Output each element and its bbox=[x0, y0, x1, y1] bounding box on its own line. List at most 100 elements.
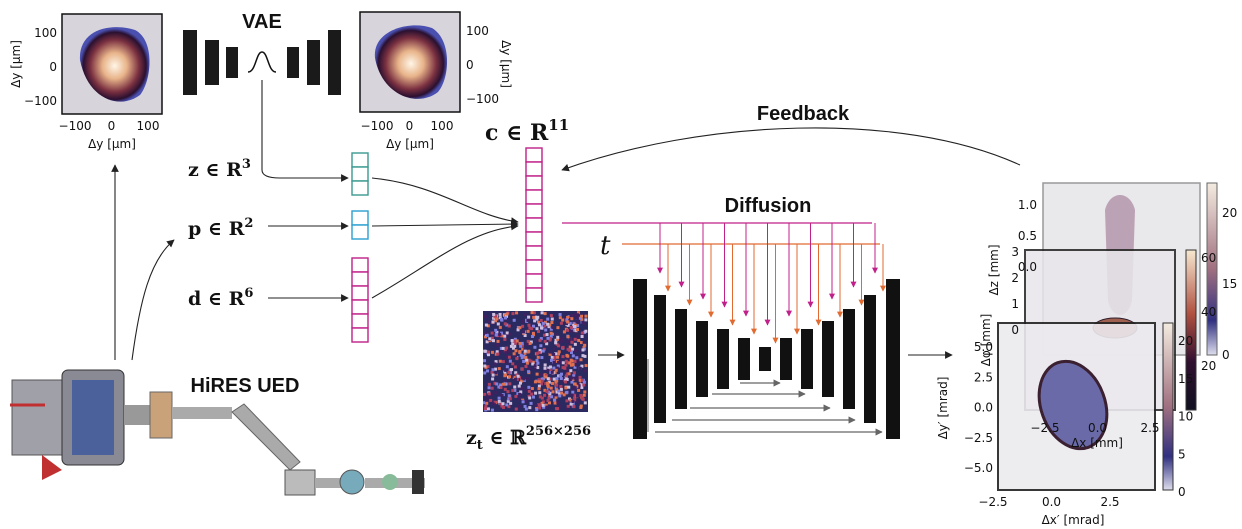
vector-cell bbox=[526, 232, 542, 246]
noise-pixel bbox=[534, 364, 537, 367]
noise-pixel bbox=[554, 380, 557, 383]
noise-pixel bbox=[511, 389, 514, 392]
cbar-back bbox=[1207, 183, 1217, 355]
noise-pixel bbox=[570, 381, 573, 384]
noise-pixel bbox=[533, 319, 536, 322]
noise-pixel bbox=[508, 356, 511, 359]
unet-block bbox=[864, 295, 876, 423]
tick-label: 2.5 bbox=[1140, 421, 1159, 435]
noise-pixel bbox=[583, 390, 586, 393]
noise-pixel bbox=[553, 399, 556, 402]
noise-pixel bbox=[536, 373, 539, 376]
p-sup: 2 bbox=[244, 216, 253, 231]
noise-pixel bbox=[554, 402, 557, 405]
cbar-front bbox=[1163, 323, 1173, 490]
noise-pixel bbox=[488, 386, 491, 389]
noise-pixel bbox=[492, 320, 495, 323]
vector-cell bbox=[526, 246, 542, 260]
noise-pixel bbox=[579, 406, 582, 409]
noise-pixel bbox=[528, 367, 531, 370]
vector-cell bbox=[352, 314, 368, 328]
feedback-label: Feedback bbox=[757, 103, 850, 125]
noise-pixel bbox=[572, 363, 575, 366]
noise-pixel bbox=[567, 386, 570, 389]
tick-label: 5 bbox=[1178, 447, 1186, 461]
t-label: t bbox=[600, 231, 611, 261]
noise-pixel bbox=[569, 378, 572, 381]
vector-cell bbox=[352, 286, 368, 300]
c-label: c ∈ R11 bbox=[485, 116, 569, 146]
tick-label: −2.5 bbox=[964, 431, 993, 445]
axis-label: Δz [mm] bbox=[987, 244, 1001, 295]
noise-pixel bbox=[518, 326, 521, 329]
noise-pixel bbox=[573, 371, 576, 374]
tick-label: −2.5 bbox=[978, 495, 1007, 509]
noise-pixel bbox=[554, 393, 557, 396]
vector-cell bbox=[352, 272, 368, 286]
noise-pixel bbox=[491, 351, 494, 354]
noise-pixel bbox=[556, 326, 559, 329]
noise-pixel bbox=[551, 390, 554, 393]
d-base: d ∈ R bbox=[188, 288, 245, 310]
tick-label: 0.0 bbox=[1042, 495, 1061, 509]
vector-cell bbox=[526, 260, 542, 274]
noise-pixel bbox=[538, 323, 541, 326]
noise-pixel bbox=[522, 360, 525, 363]
noise-pixel bbox=[522, 400, 525, 403]
noise-pixel bbox=[541, 397, 544, 400]
noise-pixel bbox=[515, 408, 518, 411]
noise-pixel bbox=[538, 391, 541, 394]
noise-pixel bbox=[562, 346, 565, 349]
axis-label: Δy [μm] bbox=[386, 137, 434, 151]
noise-pixel bbox=[504, 379, 507, 382]
noise-pixel bbox=[525, 408, 528, 411]
noise-pixel bbox=[551, 382, 554, 385]
noise-pixel bbox=[506, 365, 509, 368]
noise-pixel bbox=[544, 367, 547, 370]
noise-pixel bbox=[568, 362, 571, 365]
noise-pixel bbox=[518, 385, 521, 388]
noise-pixel bbox=[526, 362, 529, 365]
tick-label: −100 bbox=[24, 94, 57, 108]
noise-pixel bbox=[498, 397, 501, 400]
noise-pixel bbox=[532, 396, 535, 399]
tick-label: 1 bbox=[1011, 297, 1019, 311]
axis-label: Δy [μm] bbox=[88, 137, 136, 151]
noise-pixel bbox=[576, 400, 579, 403]
noise-pixel bbox=[567, 348, 570, 351]
noise-pixel bbox=[576, 321, 579, 324]
noise-pixel bbox=[497, 340, 500, 343]
tick-label: 15 bbox=[1222, 277, 1237, 291]
noise-pixel bbox=[563, 367, 566, 370]
noise-pixel bbox=[520, 354, 523, 357]
noise-pixel bbox=[528, 406, 531, 409]
noise-pixel bbox=[564, 386, 567, 389]
tick-label: 0.0 bbox=[1018, 260, 1037, 274]
noise-pixel bbox=[528, 396, 531, 399]
noise-pixel bbox=[538, 351, 541, 354]
vector-cell bbox=[526, 288, 542, 302]
noise-pixel bbox=[492, 313, 495, 316]
noise-pixel bbox=[584, 318, 587, 321]
noise-pixel bbox=[509, 402, 512, 405]
tick-label: 20 bbox=[1178, 334, 1193, 348]
tick-label: −5.0 bbox=[964, 461, 993, 475]
noise-pixel bbox=[527, 386, 530, 389]
unet-block bbox=[696, 321, 708, 397]
noise-pixel bbox=[570, 330, 573, 333]
noise-pixel bbox=[552, 353, 555, 356]
noise-pixel bbox=[574, 343, 577, 346]
noise-pixel bbox=[559, 385, 562, 388]
vector-cell bbox=[526, 190, 542, 204]
noise-pixel bbox=[574, 349, 577, 352]
noise-pixel bbox=[530, 327, 533, 330]
noise-pixel bbox=[497, 322, 500, 325]
noise-pixel bbox=[571, 394, 574, 397]
tick-label: 0 bbox=[108, 119, 116, 133]
noise-pixel bbox=[529, 360, 532, 363]
noise-pixel bbox=[483, 364, 486, 367]
noise-pixel bbox=[495, 344, 498, 347]
unet-block bbox=[654, 295, 666, 423]
zt-rest: ∈ ℝ bbox=[483, 427, 527, 449]
noise-pixel bbox=[571, 400, 574, 403]
